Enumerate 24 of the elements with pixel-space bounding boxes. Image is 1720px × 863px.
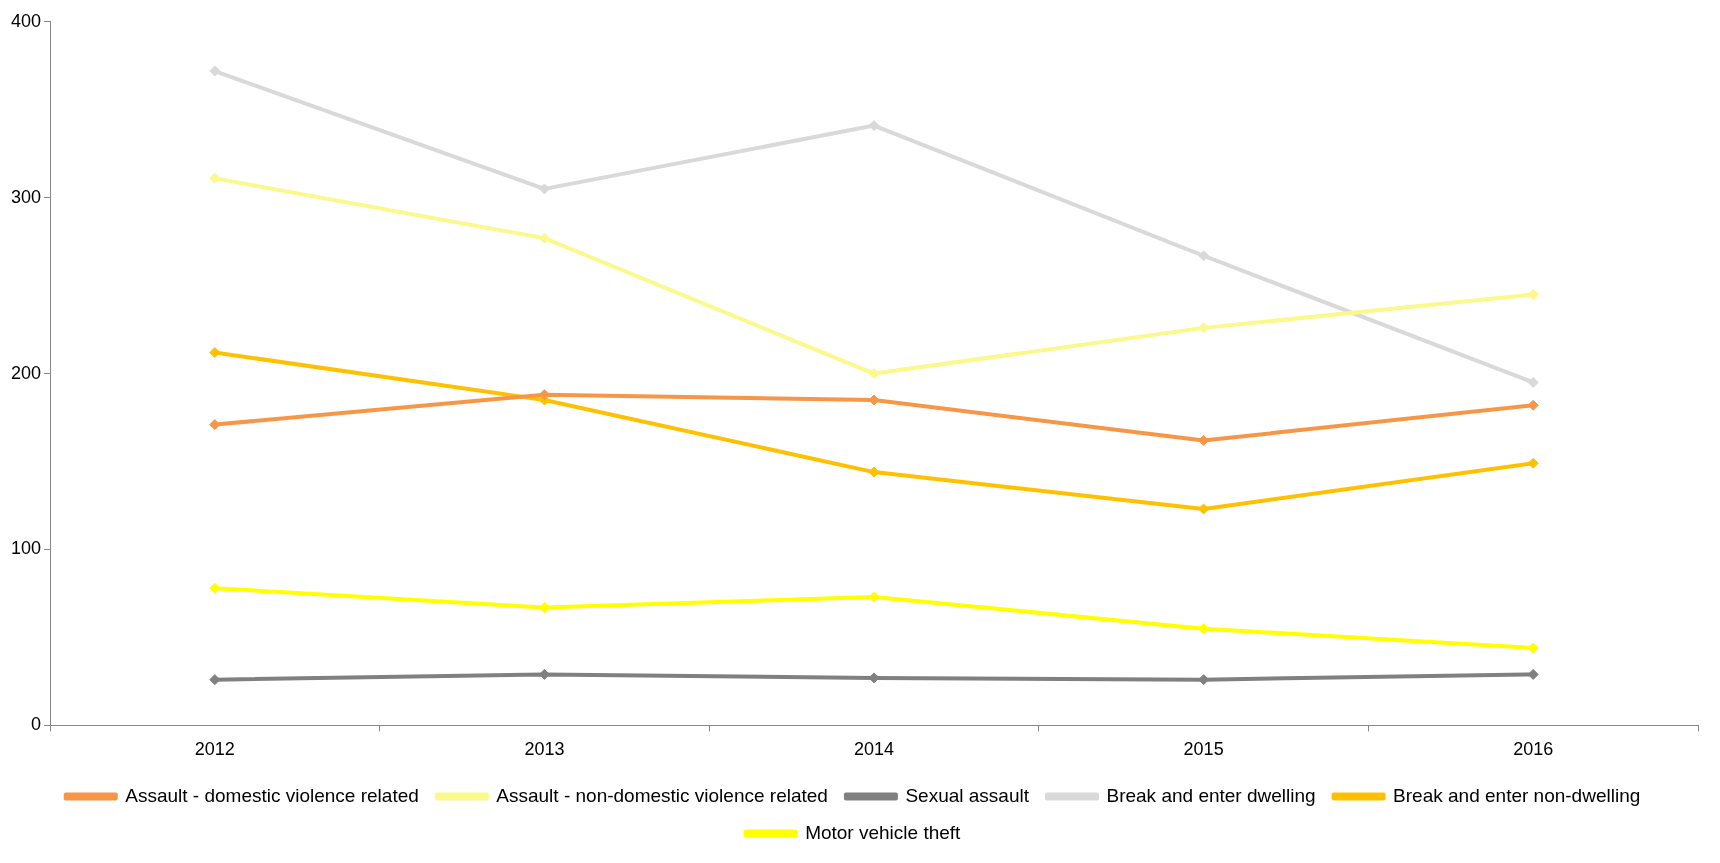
x-tick-label: 2015	[1183, 739, 1224, 760]
y-tick-label: 200	[10, 362, 42, 383]
point	[209, 346, 221, 358]
x-tick-label: 2016	[1513, 739, 1554, 760]
point	[209, 65, 221, 77]
point	[1198, 250, 1210, 262]
legend-label: Sexual assault	[905, 784, 1030, 806]
point	[868, 120, 880, 132]
y-tick-label: 0	[31, 714, 42, 735]
x-tick-label: 2014	[853, 739, 895, 760]
legend-label: Assault - non-domestic violence related	[496, 784, 828, 806]
x-tick-label: 2013	[524, 739, 565, 760]
y-tick-label: 300	[10, 186, 42, 207]
point	[1527, 376, 1539, 388]
point	[868, 368, 880, 380]
legend-label: Break and enter dwelling	[1106, 784, 1316, 806]
y-tick-label: 400	[10, 10, 42, 31]
y-tick-label: 100	[10, 538, 42, 559]
legend-label: Motor vehicle theft	[805, 821, 962, 843]
point	[538, 183, 550, 195]
legend-label: Assault - domestic violence related	[125, 784, 419, 806]
x-tick-label: 2012	[194, 739, 235, 760]
legend-label: Break and enter non-dwelling	[1393, 784, 1641, 806]
point	[209, 172, 221, 184]
